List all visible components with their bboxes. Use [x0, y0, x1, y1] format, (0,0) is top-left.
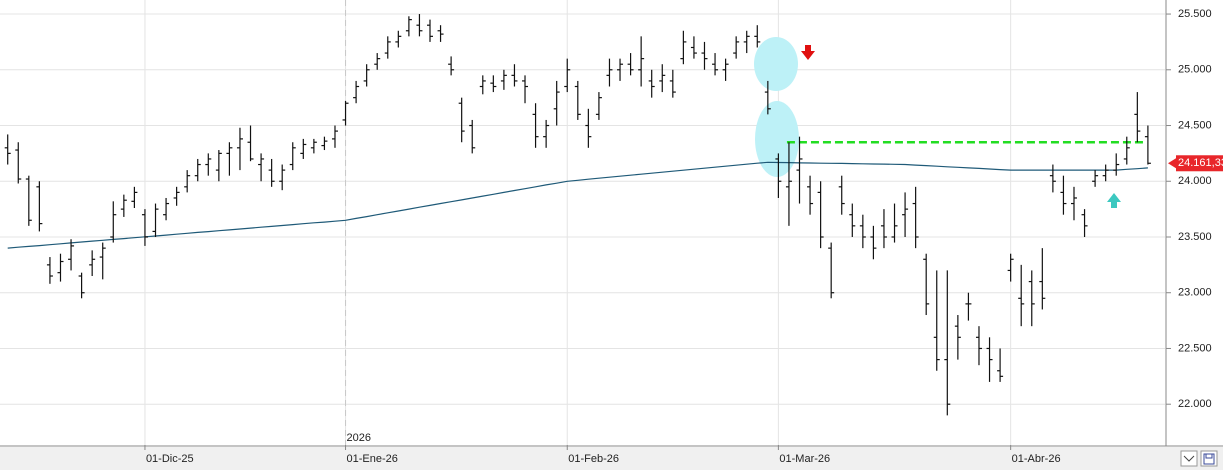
- y-tick-label: 24.500: [1178, 119, 1212, 131]
- y-tick-label: 25.000: [1178, 64, 1212, 76]
- highlights: [754, 37, 799, 177]
- down-arrow: [801, 45, 815, 60]
- highlight-ellipse: [755, 101, 799, 177]
- y-tick-label: 22.000: [1178, 398, 1212, 410]
- x-tick-label: 01-Abr-26: [1012, 453, 1061, 465]
- up-arrow: [1107, 193, 1121, 208]
- last-price-tag: [1176, 155, 1223, 172]
- y-tick-label: 25.500: [1178, 8, 1212, 20]
- last-price-label: 24.161,33: [1178, 157, 1223, 169]
- save-icon: [1203, 453, 1215, 465]
- x-tick-label: 01-Dic-25: [146, 453, 194, 465]
- moving-average: [7, 161, 1148, 249]
- x-tick-label: 01-Ene-26: [347, 453, 398, 465]
- y-tick-label: 24.000: [1178, 175, 1212, 187]
- year-label: 2026: [347, 432, 371, 444]
- last-price-pointer: [1168, 158, 1176, 169]
- y-tick-label: 23.000: [1178, 287, 1212, 299]
- highlight-ellipse: [754, 37, 798, 91]
- x-tick-label: 01-Feb-26: [568, 453, 619, 465]
- x-tick-label: 01-Mar-26: [779, 453, 830, 465]
- x-axis-band: [0, 447, 1223, 470]
- y-tick-label: 22.500: [1178, 342, 1212, 354]
- y-tick-label: 23.500: [1178, 231, 1212, 243]
- scroll-button[interactable]: [1180, 450, 1198, 467]
- scroll-icon: [1183, 455, 1195, 462]
